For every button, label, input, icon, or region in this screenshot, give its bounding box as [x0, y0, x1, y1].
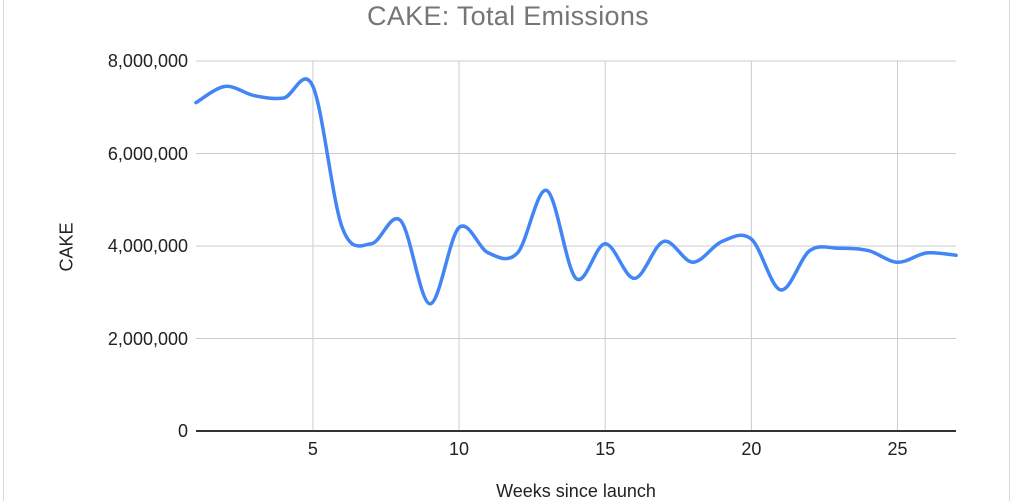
emissions-line-series: [194, 77, 958, 306]
y-tick-label: 6,000,000: [107, 143, 188, 164]
window-border-right: [1009, 0, 1010, 501]
x-tick-label: 20: [741, 439, 762, 459]
y-tick-label: 2,000,000: [107, 328, 188, 349]
x-axis-title: Weeks since launch: [496, 481, 656, 501]
x-tick-label: 10: [449, 439, 470, 459]
window-border-left: [3, 0, 4, 501]
chart-title: CAKE: Total Emissions: [367, 1, 649, 31]
x-tick-label: 25: [887, 439, 908, 459]
y-tick-label: 4,000,000: [107, 236, 188, 256]
y-tick-label: 0: [177, 421, 188, 441]
x-tick-label: 5: [307, 439, 318, 459]
x-tick-label: 15: [595, 439, 616, 459]
y-tick-label: 8,000,000: [107, 51, 188, 71]
